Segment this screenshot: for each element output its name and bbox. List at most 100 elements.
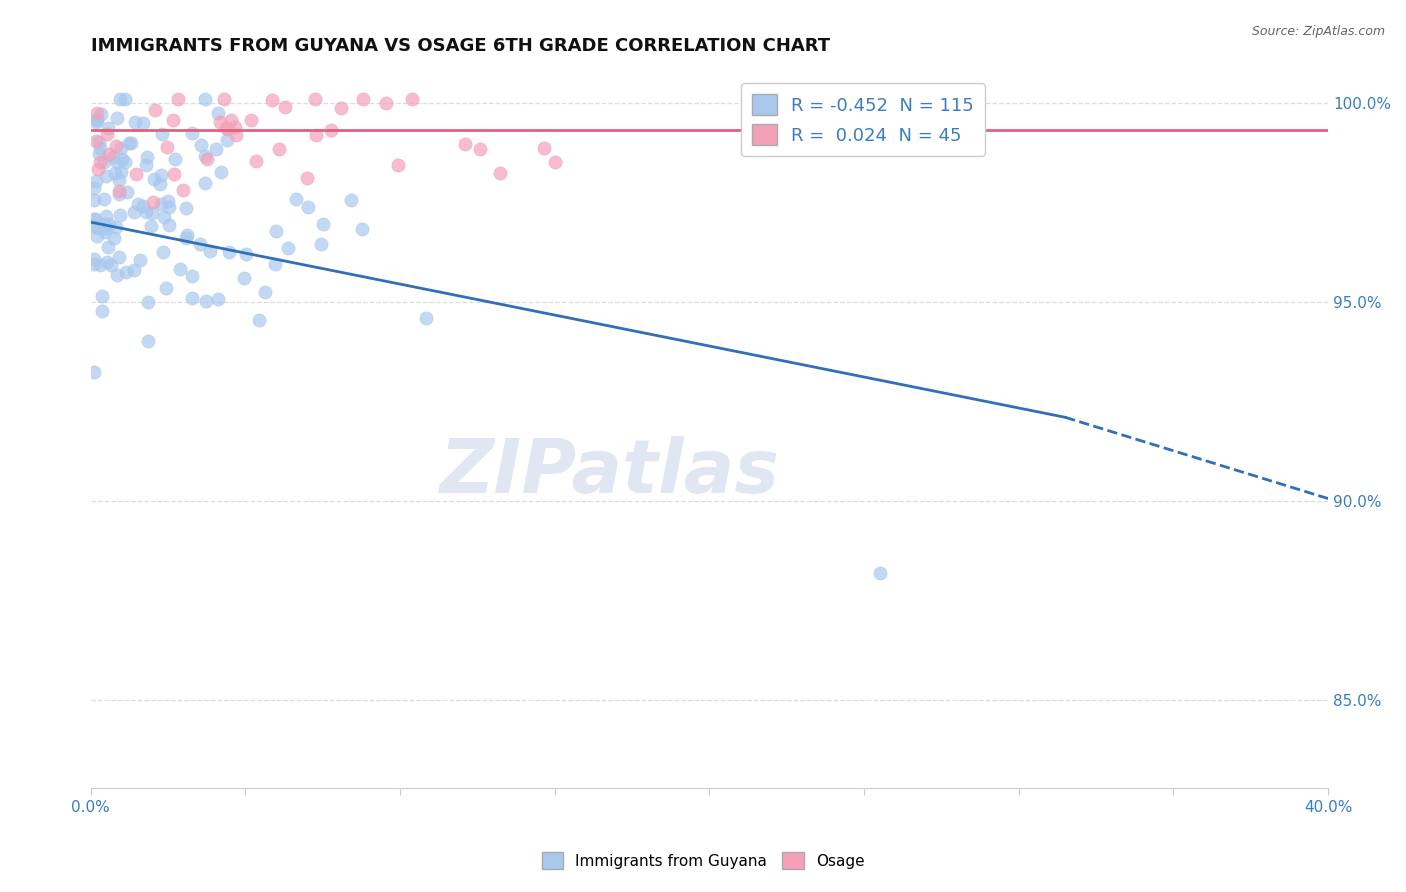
Point [340, 194, 363, 208]
Point [174, 201, 197, 215]
Point [150, 169, 173, 183]
Point [91, 289, 114, 303]
Point [96, 254, 118, 268]
Point [489, 166, 512, 180]
Point [83, 365, 105, 379]
Point [544, 155, 567, 169]
Point [143, 103, 166, 117]
Point [195, 293, 218, 308]
Point [207, 106, 229, 120]
Point [104, 166, 127, 180]
Point [470, 142, 492, 156]
Point [869, 566, 891, 580]
Point [533, 141, 555, 155]
Point [96, 127, 118, 141]
Point [374, 95, 396, 110]
Point [83, 181, 105, 195]
Point [100, 258, 122, 272]
Text: Source: ZipAtlas.com: Source: ZipAtlas.com [1251, 25, 1385, 38]
Point [105, 268, 128, 283]
Point [83, 193, 105, 207]
Point [247, 313, 270, 327]
Point [194, 177, 217, 191]
Point [295, 171, 318, 186]
Point [135, 205, 157, 219]
Point [114, 92, 136, 106]
Point [89, 135, 111, 149]
Point [89, 258, 111, 272]
Point [84, 212, 107, 227]
Point [156, 140, 179, 154]
Point [97, 120, 120, 135]
Point [136, 150, 159, 164]
Point [110, 165, 132, 179]
Legend: Immigrants from Guyana, Osage: Immigrants from Guyana, Osage [536, 846, 870, 875]
Point [207, 292, 229, 306]
Point [245, 154, 267, 169]
Point [217, 133, 239, 147]
Point [89, 141, 111, 155]
Point [190, 138, 212, 153]
Point [195, 152, 218, 166]
Point [97, 147, 120, 161]
Point [139, 219, 162, 234]
Point [263, 257, 285, 271]
Point [319, 123, 342, 137]
Point [225, 128, 247, 142]
Point [104, 139, 127, 153]
Point [118, 136, 141, 150]
Point [153, 210, 176, 224]
Point [169, 262, 191, 277]
Point [180, 291, 202, 305]
Point [105, 220, 128, 235]
Point [180, 268, 202, 283]
Point [110, 141, 132, 155]
Point [239, 113, 262, 128]
Point [274, 100, 297, 114]
Point [162, 112, 184, 127]
Point [253, 285, 276, 299]
Point [84, 115, 107, 129]
Point [136, 295, 159, 310]
Point [111, 152, 134, 166]
Point [264, 224, 287, 238]
Point [935, 141, 957, 155]
Point [86, 113, 108, 128]
Point [305, 128, 328, 143]
Point [454, 136, 477, 151]
Point [93, 217, 115, 231]
Point [212, 92, 235, 106]
Point [157, 200, 180, 214]
Point [176, 227, 198, 242]
Point [108, 173, 131, 187]
Point [188, 236, 211, 251]
Point [181, 126, 204, 140]
Point [101, 150, 124, 164]
Point [90, 107, 112, 121]
Point [107, 184, 129, 198]
Point [124, 115, 146, 129]
Point [94, 225, 117, 239]
Point [86, 229, 108, 244]
Point [174, 231, 197, 245]
Point [84, 174, 107, 188]
Text: ZIPatlas: ZIPatlas [440, 436, 780, 508]
Point [157, 194, 180, 209]
Point [93, 192, 115, 206]
Point [277, 241, 299, 255]
Point [86, 135, 108, 149]
Point [205, 142, 228, 156]
Point [350, 222, 373, 236]
Point [149, 178, 172, 192]
Point [136, 334, 159, 349]
Point [135, 158, 157, 172]
Text: IMMIGRANTS FROM GUYANA VS OSAGE 6TH GRADE CORRELATION CHART: IMMIGRANTS FROM GUYANA VS OSAGE 6TH GRAD… [90, 37, 830, 55]
Point [91, 304, 114, 318]
Point [86, 105, 108, 120]
Legend: R = -0.452  N = 115, R =  0.024  N = 45: R = -0.452 N = 115, R = 0.024 N = 45 [741, 83, 986, 156]
Point [284, 192, 307, 206]
Point [312, 217, 335, 231]
Point [208, 115, 231, 129]
Point [115, 265, 138, 279]
Point [172, 183, 194, 197]
